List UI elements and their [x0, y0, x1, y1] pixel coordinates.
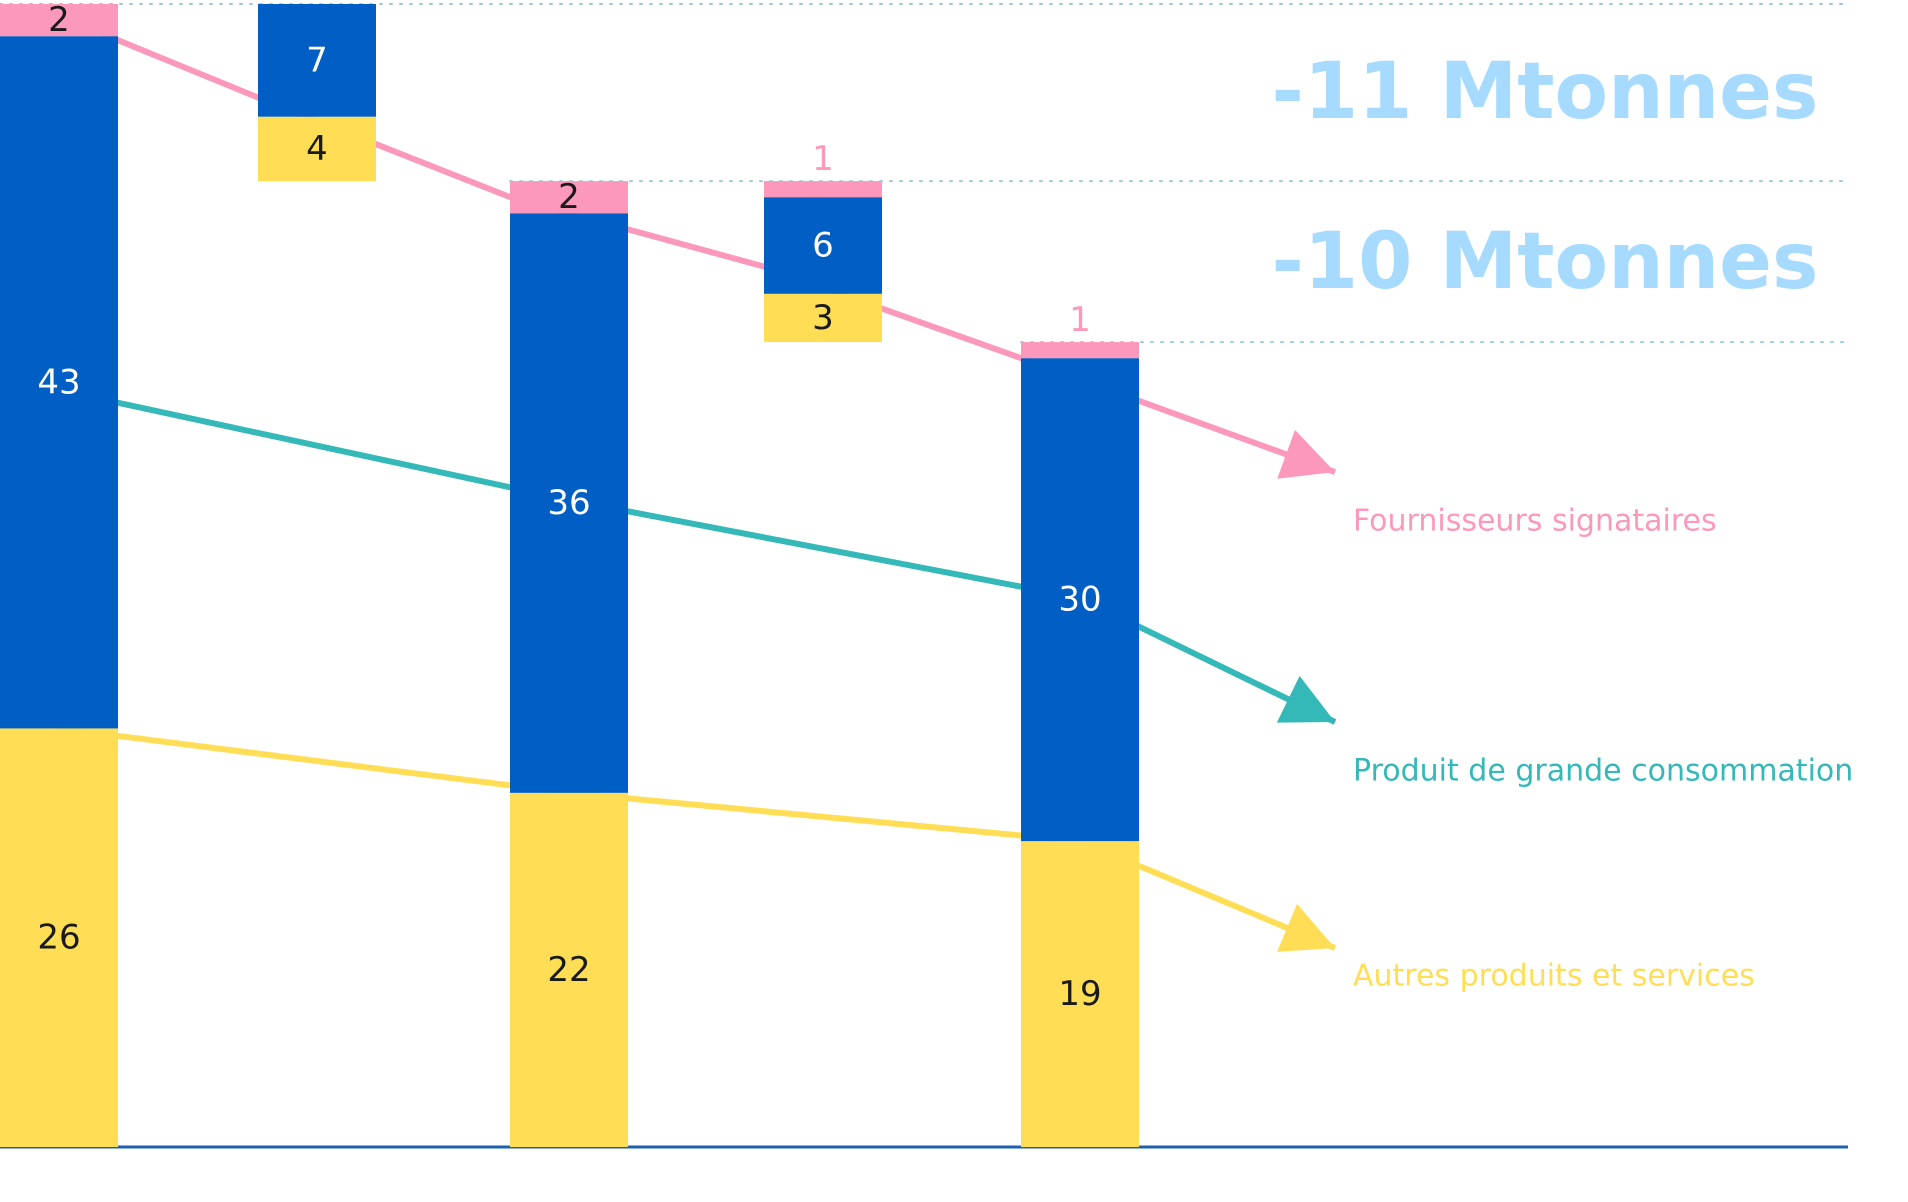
data-label-bar-2-segment-1: 4: [306, 129, 328, 169]
data-label-bar-1-segment-2: 43: [37, 362, 80, 402]
data-label-bar-3-segment-3: 2: [558, 177, 580, 217]
trend-line-3: [58, 725, 1337, 951]
data-label-bar-3-segment-1: 22: [547, 950, 590, 990]
legend-label-2: Produit de grande consommation: [1353, 754, 1853, 789]
data-label-bar-4-segment-2: 6: [812, 225, 834, 265]
trend-arrow-2: [1276, 675, 1335, 723]
bar-1-segment-2: [0, 36, 118, 729]
trend-arrow-3: [1276, 903, 1335, 952]
bar-4-segment-2: [764, 197, 882, 294]
annotation-1: -11 Mtonnes: [1272, 47, 1819, 137]
legend-label-3: Autres produits et services: [1353, 959, 1755, 994]
data-label-bar-1-segment-1: 26: [37, 918, 80, 958]
bar-1-segment-1: [0, 728, 118, 1147]
bar-3-segment-1: [510, 792, 628, 1147]
trend-line-1: [57, 13, 1337, 475]
data-label-bar-2-segment-2: 7: [306, 40, 328, 80]
bar-5-segment-1: [1021, 841, 1139, 1147]
bar-4-segment-3: [764, 181, 882, 198]
bar-5-segment-2: [1021, 358, 1139, 842]
data-label-bar-4-segment-1: 3: [812, 298, 834, 338]
bar-1-segment-3: [0, 4, 118, 37]
data-label-bar-5-segment-1: 19: [1058, 974, 1101, 1014]
bar-3-segment-2: [510, 213, 628, 793]
data-label-bar-4-segment-3: 1: [812, 139, 834, 179]
bar-2-segment-1: [258, 116, 376, 182]
bar-5-segment-3: [1021, 342, 1139, 359]
data-label-bar-1-segment-3: 2: [48, 0, 70, 40]
data-label-bar-5-segment-3: 1: [1069, 300, 1091, 340]
trend-arrow-1: [1277, 429, 1335, 479]
bar-3-segment-3: [510, 181, 628, 214]
trend-line-2: [58, 387, 1337, 725]
bar-4-segment-1: [764, 293, 882, 343]
bar-2-segment-2: [258, 4, 376, 117]
data-label-bar-5-segment-2: 30: [1058, 580, 1101, 620]
legend-label-1: Fournisseurs signataires: [1353, 504, 1717, 539]
annotation-2: -10 Mtonnes: [1272, 217, 1819, 307]
data-label-bar-3-segment-2: 36: [547, 483, 590, 523]
